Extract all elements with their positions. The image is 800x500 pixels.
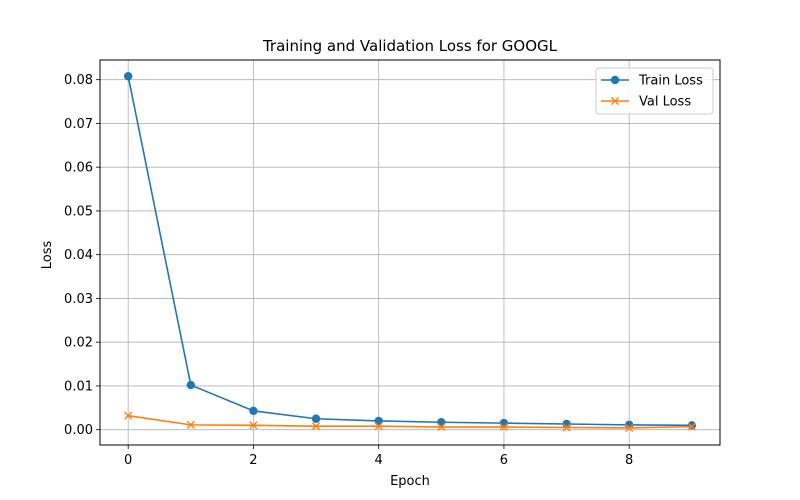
y-tick-label: 0.06 [64, 161, 93, 176]
train-loss-point [687, 421, 697, 430]
train-loss-point [249, 406, 258, 416]
legend-train-loss-label: Train Loss [638, 74, 703, 89]
val-loss-point [124, 411, 133, 420]
legend-val-loss-label: Val Loss [639, 95, 691, 110]
x-axis-title: Epoch [390, 474, 430, 489]
train-loss-line [127, 76, 692, 427]
x-tick-label: 2 [249, 453, 257, 468]
train-loss-point [123, 71, 133, 81]
x-tick-label: 0 [124, 453, 132, 468]
val-loss-point [186, 420, 195, 429]
val-loss-point [625, 423, 634, 433]
y-tick-label: 0.05 [64, 204, 93, 219]
y-tick-label: 0.07 [64, 117, 93, 132]
val-loss-point [687, 422, 696, 431]
y-tick-label: 0.08 [64, 73, 93, 88]
x-tick-label: 4 [375, 453, 383, 468]
y-axis: 0.00 0.01 0.02 0.03 0.04 0.05 0.06 0.07 0.08 [64, 73, 100, 438]
train-loss-point [374, 416, 383, 426]
x-axis: 0 2 4 6 8 [124, 445, 633, 468]
grid [100, 60, 720, 445]
train-loss-point [624, 420, 634, 430]
y-tick-label: 0.02 [64, 336, 93, 351]
x-tick-label: 8 [625, 453, 633, 468]
train-loss-point [186, 380, 196, 390]
val-loss-point [437, 422, 446, 432]
y-tick-label: 0.03 [64, 292, 93, 307]
train-loss-point [311, 414, 321, 423]
plot-frame [99, 59, 721, 446]
val-loss-point [311, 422, 321, 431]
val-loss-line [128, 414, 692, 429]
y-axis-title: Loss [40, 241, 55, 270]
y-tick-label: 0.04 [64, 248, 93, 263]
series-layer [123, 71, 697, 433]
val-loss-point [249, 421, 258, 430]
y-tick-label: 0.01 [64, 379, 93, 394]
x-tick-label: 6 [500, 453, 508, 468]
val-loss-point [374, 422, 383, 431]
legend: Train Loss Val Loss [595, 67, 714, 115]
chart-title: Training and Validation Loss for GOOGL [262, 37, 558, 55]
y-tick-label: 0.00 [64, 423, 93, 438]
train-loss-point [499, 418, 509, 428]
legend-train-loss-marker [610, 75, 620, 85]
val-loss-point [562, 423, 571, 432]
train-loss-point [437, 418, 446, 427]
legend-val-loss-marker [610, 96, 620, 106]
val-loss-point [499, 422, 509, 432]
